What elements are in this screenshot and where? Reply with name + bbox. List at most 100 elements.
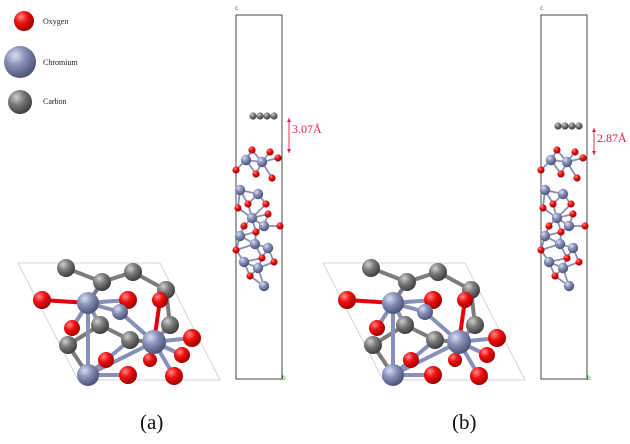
arrow-head-bottom	[287, 149, 291, 153]
carbon-atom	[161, 316, 179, 334]
oxygen-atom	[545, 222, 553, 230]
oxygen-atom	[369, 320, 385, 336]
carbon-legend-sphere	[8, 90, 32, 114]
carbon-atom	[124, 263, 142, 281]
arrow-head-bottom	[592, 151, 596, 155]
unit-cell-box	[235, 14, 283, 380]
chromium-atom	[557, 188, 569, 200]
carbon-atom	[364, 336, 382, 354]
chromium-atom	[382, 364, 404, 386]
chromium-atom	[234, 230, 246, 242]
oxygen-atom	[276, 222, 284, 230]
oxygen-atom	[424, 291, 442, 309]
chromium-atom	[563, 220, 575, 232]
chromium-legend-sphere	[4, 46, 36, 78]
carbon-atom	[568, 122, 576, 130]
chromium-atom	[77, 292, 99, 314]
carbon-atom	[362, 259, 380, 277]
oxygen-atom	[537, 166, 545, 174]
oxygen-atom	[264, 210, 272, 218]
panel-a	[17, 14, 291, 386]
carbon-atom	[554, 122, 562, 130]
carbon-atom	[429, 263, 447, 281]
oxygen-atom	[64, 320, 80, 336]
axis-b-label-b: b	[587, 375, 591, 382]
chromium-atom	[252, 188, 264, 200]
oxygen-atom	[479, 347, 495, 363]
oxygen-atom	[553, 146, 561, 154]
oxygen-atom	[152, 292, 168, 308]
side-view	[537, 14, 596, 380]
carbon-atom	[270, 112, 278, 120]
oxygen-atom	[258, 254, 266, 262]
chromium-atom	[543, 256, 555, 268]
axis-c-label-b: c	[540, 5, 544, 12]
carbon-atom	[57, 259, 75, 277]
chromium-atom	[142, 330, 166, 354]
legend-label-chromium: Chromium	[43, 58, 78, 67]
bond	[86, 340, 156, 377]
legend-label-oxygen: Oxygen	[43, 17, 69, 26]
oxygen-atom	[270, 258, 278, 266]
oxygen-atom	[424, 366, 442, 384]
oxygen-atom	[557, 228, 565, 236]
oxygen-atom	[262, 200, 270, 208]
chromium-atom	[249, 238, 261, 250]
carbon-atom	[426, 331, 444, 349]
arrow-head-top	[592, 128, 596, 132]
chromium-atom	[112, 304, 128, 320]
carbon-atom	[398, 273, 416, 291]
side-view	[232, 14, 291, 380]
chromium-atom	[567, 242, 579, 254]
oxygen-atom	[252, 170, 260, 178]
chromium-atom	[240, 154, 252, 166]
oxygen-atom	[573, 174, 581, 182]
oxygen-atom	[248, 146, 256, 154]
panel-label-b: (b)	[452, 410, 477, 434]
chromium-atom	[557, 262, 569, 274]
oxygen-atom	[232, 166, 240, 174]
arrow-head-top	[287, 118, 291, 122]
chromium-atom	[417, 304, 433, 320]
oxygen-atom	[569, 210, 577, 218]
oxygen-atom	[98, 352, 114, 368]
chromium-atom	[545, 154, 557, 166]
carbon-atom	[91, 316, 109, 334]
oxygen-atom	[234, 204, 242, 212]
oxygen-atom	[403, 352, 419, 368]
carbon-atom	[561, 122, 569, 130]
oxygen-atom	[488, 329, 506, 347]
legend-label-carbon: Carbon	[43, 97, 67, 106]
chromium-atom	[258, 220, 270, 232]
chromium-atom	[447, 330, 471, 354]
oxygen-atom	[338, 291, 356, 309]
oxygen-atom	[537, 246, 545, 254]
top-view	[322, 259, 526, 386]
oxygen-atom	[563, 254, 571, 262]
panel-b	[322, 14, 596, 386]
panel-label-a: (a)	[140, 410, 164, 434]
oxygen-atom	[549, 200, 557, 208]
chromium-atom	[382, 292, 404, 314]
chromium-atom	[246, 212, 258, 224]
oxygen-atom	[174, 347, 190, 363]
oxygen-atom	[557, 170, 565, 178]
oxygen-atom	[252, 228, 260, 236]
oxygen-atom	[165, 367, 183, 385]
unit-cell-outline	[17, 262, 221, 381]
oxygen-atom	[240, 222, 248, 230]
oxygen-atom	[567, 200, 575, 208]
carbon-atom	[575, 122, 583, 130]
axis-b-label-a: b	[282, 375, 286, 382]
carbon-atom	[263, 112, 271, 120]
top-view	[17, 259, 221, 386]
chromium-atom	[252, 262, 264, 274]
chromium-atom	[551, 212, 563, 224]
chromium-atom	[258, 280, 270, 292]
chromium-atom	[238, 256, 250, 268]
oxygen-atom	[33, 291, 51, 309]
oxygen-atom	[457, 292, 473, 308]
oxygen-legend-sphere	[14, 11, 34, 31]
oxygen-atom	[448, 353, 462, 367]
